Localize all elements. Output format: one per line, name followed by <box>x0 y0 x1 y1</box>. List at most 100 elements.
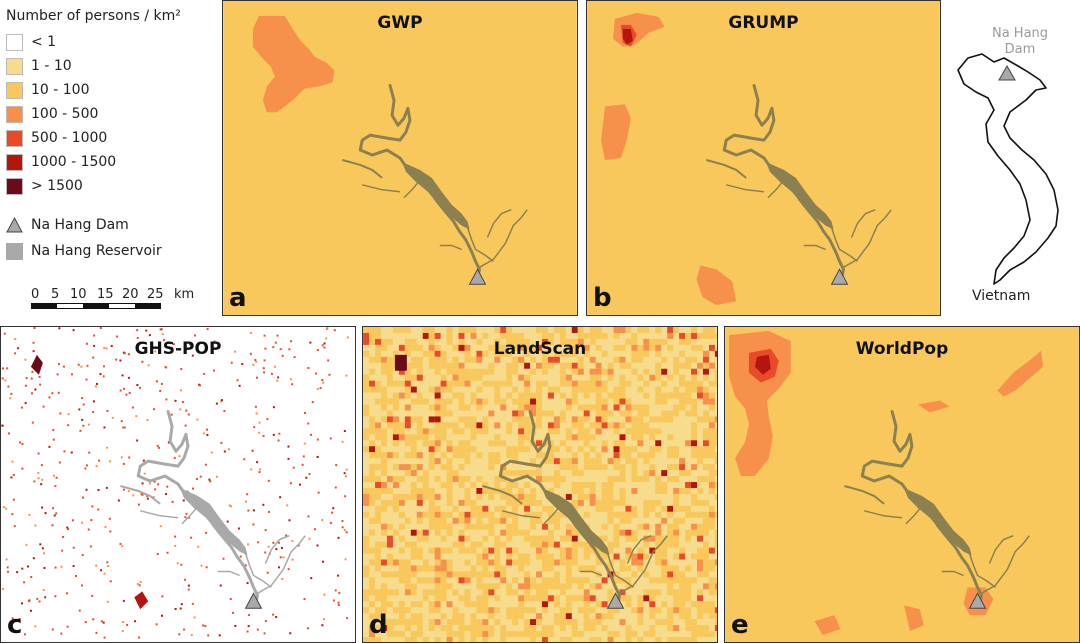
ghs-pop-cell <box>134 620 137 623</box>
landscan-cell <box>476 356 483 363</box>
landscan-cell <box>607 547 614 554</box>
ghs-pop-cell <box>306 627 309 630</box>
ghs-pop-cell <box>37 452 40 455</box>
landscan-cell <box>464 547 471 554</box>
landscan-cell <box>702 386 709 393</box>
landscan-cell <box>410 446 417 453</box>
landscan-cell <box>392 619 399 626</box>
landscan-cell <box>536 517 542 524</box>
landscan-cell <box>506 380 513 387</box>
landscan-cell <box>661 505 668 512</box>
landscan-cell <box>708 464 715 471</box>
landscan-cell <box>410 589 417 596</box>
landscan-cell <box>434 577 441 584</box>
ghs-pop-cell <box>316 544 319 547</box>
landscan-cell <box>530 583 537 590</box>
landscan-cell <box>482 422 489 429</box>
landscan-cell <box>398 368 405 375</box>
landscan-cell <box>625 595 632 602</box>
landscan-cell <box>530 458 537 465</box>
landscan-cell <box>446 625 453 632</box>
landscan-cell <box>404 392 411 399</box>
ghs-pop-cell <box>14 352 17 355</box>
landscan-cell <box>434 607 441 614</box>
landscan-cell <box>434 583 441 590</box>
landscan-cell <box>488 493 495 500</box>
landscan-cell <box>673 404 680 411</box>
landscan-cell <box>482 511 489 518</box>
landscan-cell <box>571 386 578 393</box>
ghs-pop-cell <box>135 415 138 418</box>
ghs-pop-speckles <box>1 327 349 639</box>
ghs-pop-cell <box>311 401 314 404</box>
landscan-cell <box>708 422 715 429</box>
ghs-pop-cell <box>34 524 37 527</box>
landscan-cell <box>643 523 650 530</box>
landscan-cell <box>524 404 531 411</box>
landscan-cell <box>547 553 554 560</box>
landscan-cell <box>530 499 537 506</box>
landscan-cell <box>375 332 382 339</box>
landscan-cell <box>404 517 411 524</box>
ghs-pop-cell <box>279 348 282 351</box>
landscan-cell <box>625 505 632 512</box>
landscan-cell <box>369 499 376 506</box>
landscan-cell <box>381 523 387 530</box>
landscan-cell <box>697 416 703 423</box>
ghs-pop-cell <box>329 522 332 525</box>
ghs-pop-cell <box>41 506 44 509</box>
landscan-cell <box>458 338 465 345</box>
landscan-cell <box>512 368 519 375</box>
landscan-cell <box>363 493 370 500</box>
landscan-cell <box>363 571 370 578</box>
landscan-cell <box>500 327 507 333</box>
landscan-cell <box>464 595 471 602</box>
ghs-pop-cell <box>239 555 242 558</box>
landscan-cell <box>559 440 566 447</box>
ghs-pop-cell <box>263 334 266 337</box>
ghs-pop-cell <box>24 384 27 387</box>
landscan-cell <box>416 464 423 471</box>
landscan-cell <box>363 380 370 387</box>
landscan-cell <box>476 577 483 584</box>
landscan-cell <box>613 332 620 339</box>
landscan-cell <box>386 422 393 429</box>
landscan-cell <box>386 589 393 596</box>
ghs-pop-cell <box>81 521 84 524</box>
ghs-pop-cell <box>232 611 235 614</box>
ghs-pop-cell <box>91 594 94 597</box>
ghs-pop-cell <box>174 535 177 538</box>
landscan-cell <box>375 344 382 351</box>
landscan-cell <box>702 464 709 471</box>
landscan-cell <box>482 601 489 608</box>
ghs-pop-cell <box>321 518 324 521</box>
landscan-cell <box>392 404 399 411</box>
ghs-pop-cell <box>121 545 124 548</box>
landscan-cell <box>530 541 537 548</box>
landscan-cell <box>571 464 578 471</box>
landscan-cell <box>422 637 429 642</box>
landscan-cell <box>440 517 447 524</box>
ghs-pop-cell <box>236 379 239 382</box>
landscan-cell <box>708 607 715 614</box>
landscan-cell <box>714 559 717 566</box>
landscan-cell <box>369 476 376 483</box>
ghs-pop-cell <box>308 537 311 540</box>
landscan-cell <box>679 505 686 512</box>
ghs-pop-cell <box>106 409 109 412</box>
landscan-cell <box>702 529 709 536</box>
landscan-cell <box>541 583 548 590</box>
landscan-cell <box>607 458 614 465</box>
landscan-cell <box>458 613 465 620</box>
ghs-pop-cell <box>102 375 105 378</box>
landscan-cell <box>404 416 411 423</box>
ghs-pop-cell <box>38 375 41 378</box>
landscan-cell <box>691 356 698 363</box>
landscan-cell <box>476 625 483 632</box>
landscan-cell <box>607 541 614 548</box>
landscan-cell <box>536 589 542 596</box>
ghs-pop-cell <box>344 475 347 478</box>
landscan-cell <box>410 547 417 554</box>
ghs-pop-cell <box>319 387 322 390</box>
landscan-cell <box>702 374 709 381</box>
